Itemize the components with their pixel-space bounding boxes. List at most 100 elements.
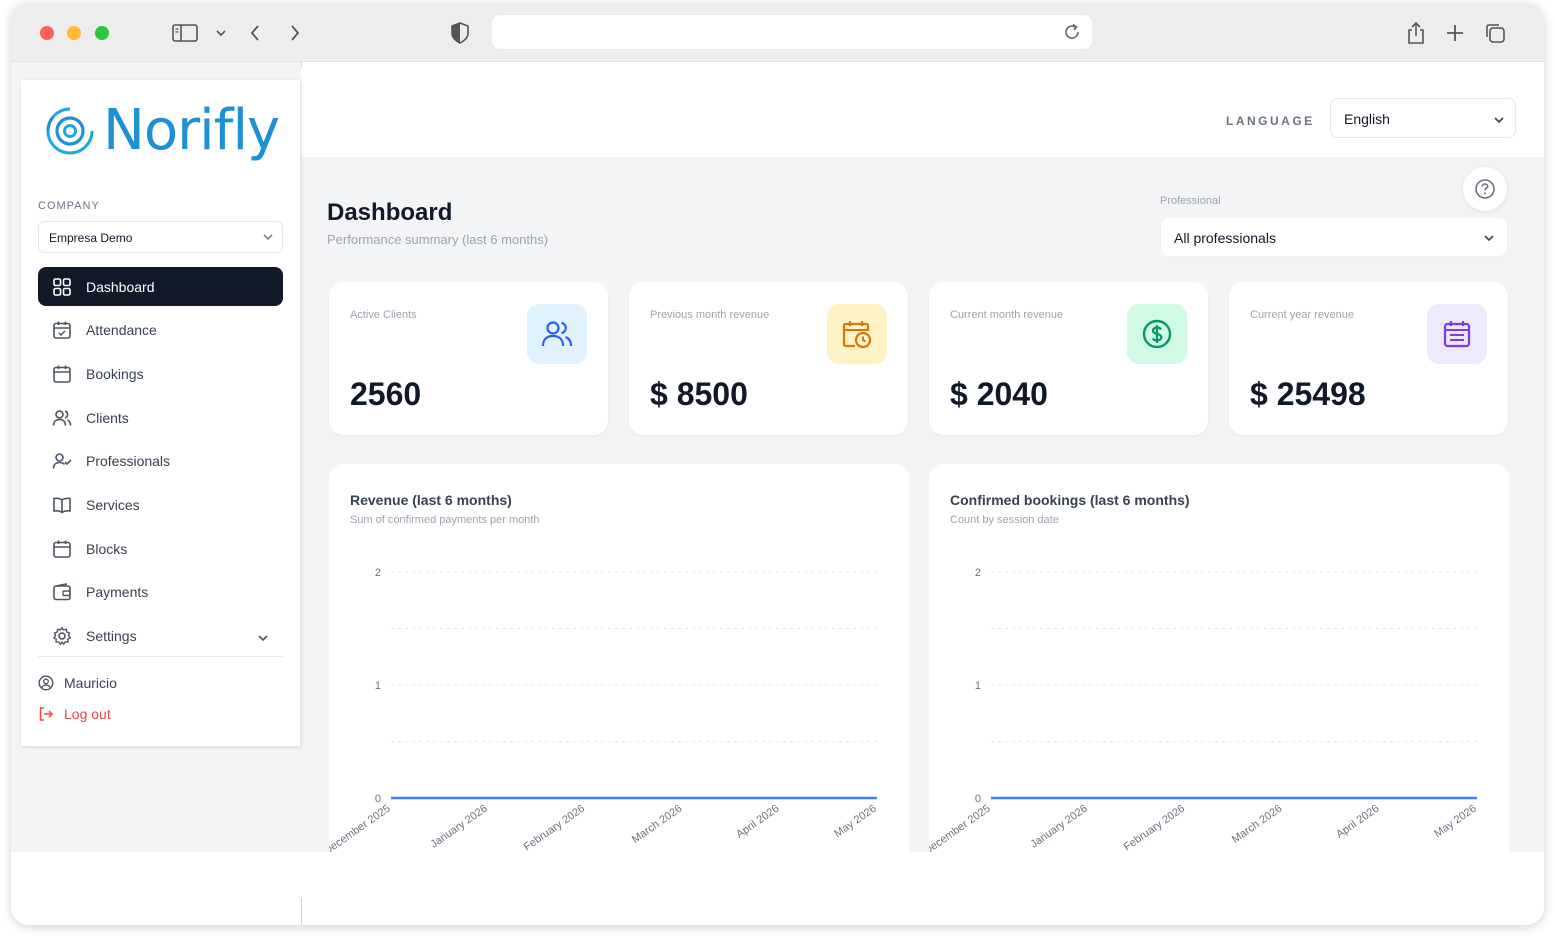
browser-titlebar: [11, 3, 1544, 62]
professional-value: All professionals: [1174, 230, 1276, 246]
bookings-chart: 0 1 2 December 2025 January 2026 February 202…: [929, 567, 1479, 858]
address-bar[interactable]: [492, 15, 1092, 49]
chart-title: Confirmed bookings (last 6 months): [950, 492, 1190, 508]
sidebar-item-professionals[interactable]: Professionals: [38, 442, 283, 481]
browser-window: LANGUAGE English Norifly COMPANY Empresa…: [11, 3, 1544, 925]
maximize-window-button[interactable]: [95, 26, 109, 40]
professional-label: Professional: [1160, 195, 1221, 207]
y-tick-label: 1: [375, 680, 381, 692]
help-button[interactable]: [1463, 167, 1507, 211]
logout-icon: [38, 706, 56, 722]
wallet-icon: [51, 581, 73, 603]
users-icon: [51, 407, 73, 429]
company-value: Empresa Demo: [49, 231, 133, 245]
x-tick-label: January 2026: [428, 803, 489, 851]
chevron-down-icon: [1493, 111, 1505, 127]
y-tick-label: 0: [375, 793, 381, 805]
sidebar-item-label: Payments: [86, 584, 149, 601]
sidebar-item-dashboard[interactable]: Dashboard: [38, 267, 283, 306]
sidebar-item-services[interactable]: Services: [38, 485, 283, 524]
new-tab-icon[interactable]: [1441, 19, 1469, 47]
page-bottom-area: [11, 852, 1544, 925]
company-select[interactable]: Empresa Demo: [38, 221, 283, 253]
chevron-down-icon: [262, 230, 274, 244]
y-tick-label: 1: [975, 680, 981, 692]
brand-name: Norifly: [103, 98, 280, 163]
stat-value: $ 25498: [1250, 376, 1366, 412]
y-tick-label: 2: [975, 567, 981, 579]
logout-label: Log out: [64, 706, 111, 722]
sidebar-item-bookings[interactable]: Bookings: [38, 354, 283, 393]
stat-value: $ 2040: [950, 376, 1048, 412]
sidebar: Norifly COMPANY Empresa Demo Dashboard A…: [21, 80, 300, 746]
x-tick-label: January 2026: [1028, 803, 1089, 851]
x-tick-label: December 2025: [929, 803, 993, 858]
sidebar-item-settings[interactable]: Settings: [38, 617, 283, 656]
x-tick-label: April 2026: [1334, 803, 1381, 841]
grid-icon: [51, 276, 73, 298]
calendar-block-icon: [51, 538, 73, 560]
company-label: COMPANY: [38, 200, 100, 212]
user-check-icon: [51, 450, 73, 472]
revenue-chart: 0 1 2 December 2025 January 2026 February 202…: [329, 567, 879, 858]
back-arrow-icon[interactable]: [241, 19, 269, 47]
language-select[interactable]: English: [1330, 98, 1516, 138]
calendar-check-icon: [51, 319, 73, 341]
sidebar-item-label: Professionals: [86, 453, 171, 470]
chart-title: Revenue (last 6 months): [350, 492, 512, 508]
sidebar-item-label: Blocks: [86, 540, 128, 557]
stat-label: Current month revenue: [950, 309, 1064, 321]
stat-card-current-year-revenue: Current year revenue $ 25498: [1229, 282, 1508, 435]
stat-card-previous-month-revenue: Previous month revenue $ 8500: [629, 282, 908, 435]
logo-mark-icon: [46, 107, 94, 154]
calendar-clock-icon: [827, 304, 887, 364]
close-window-button[interactable]: [40, 26, 54, 40]
user-circle-icon: [38, 675, 56, 691]
logout-button[interactable]: Log out: [38, 706, 111, 722]
stat-value: $ 8500: [650, 376, 748, 412]
x-tick-label: May 2026: [1432, 803, 1478, 841]
forward-arrow-icon[interactable]: [281, 19, 309, 47]
sidebar-item-label: Services: [86, 496, 140, 513]
top-header: LANGUAGE English: [301, 62, 1544, 157]
shield-icon[interactable]: [446, 19, 474, 47]
stat-label: Current year revenue: [1250, 309, 1354, 321]
page-title: Dashboard: [327, 199, 453, 226]
chevron-down-icon[interactable]: [207, 19, 235, 47]
language-value: English: [1344, 111, 1390, 127]
y-tick-label: 2: [375, 567, 381, 579]
language-label: LANGUAGE: [1226, 114, 1315, 128]
x-tick-label: April 2026: [734, 803, 781, 841]
brand-logo[interactable]: Norifly: [41, 98, 280, 163]
sidebar-item-label: Bookings: [86, 365, 144, 382]
share-icon[interactable]: [1402, 19, 1430, 47]
chevron-down-icon: [1483, 229, 1495, 245]
x-tick-label: February 2026: [1122, 803, 1187, 854]
x-tick-label: May 2026: [832, 803, 878, 841]
professional-select[interactable]: All professionals: [1161, 218, 1507, 256]
dollar-circle-icon: [1127, 304, 1187, 364]
x-tick-label: December 2025: [329, 803, 393, 858]
sidebar-item-payments[interactable]: Payments: [38, 573, 283, 612]
tab-overview-icon[interactable]: [1481, 19, 1509, 47]
divider-line: [301, 898, 302, 925]
stat-card-current-month-revenue: Current month revenue $ 2040: [929, 282, 1208, 435]
minimize-window-button[interactable]: [67, 26, 81, 40]
sidebar-item-clients[interactable]: Clients: [38, 398, 283, 437]
stat-value: 2560: [350, 376, 422, 412]
user-name: Mauricio: [64, 675, 117, 691]
help-circle-icon: [1475, 179, 1495, 199]
sidebar-item-label: Settings: [86, 628, 137, 644]
sidebar-toggle-icon[interactable]: [171, 19, 199, 47]
sidebar-item-attendance[interactable]: Attendance: [38, 311, 283, 350]
reload-icon[interactable]: [1062, 22, 1082, 42]
sidebar-item-blocks[interactable]: Blocks: [38, 529, 283, 568]
sidebar-item-label: Dashboard: [86, 278, 155, 295]
user-profile[interactable]: Mauricio: [38, 675, 117, 691]
app-content: LANGUAGE English Norifly COMPANY Empresa…: [11, 62, 1544, 864]
bookings-chart-panel: Confirmed bookings (last 6 months) Count…: [929, 464, 1509, 864]
stat-card-active-clients: Active Clients 2560: [329, 282, 608, 435]
chart-subtitle: Sum of confirmed payments per month: [350, 514, 540, 526]
chart-subtitle: Count by session date: [950, 514, 1059, 526]
sidebar-item-label: Attendance: [86, 322, 157, 339]
